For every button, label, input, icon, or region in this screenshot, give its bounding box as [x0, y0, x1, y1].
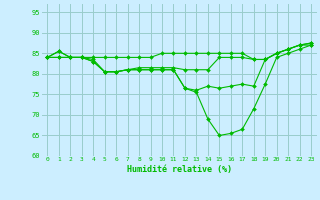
X-axis label: Humidité relative (%): Humidité relative (%)	[127, 165, 232, 174]
